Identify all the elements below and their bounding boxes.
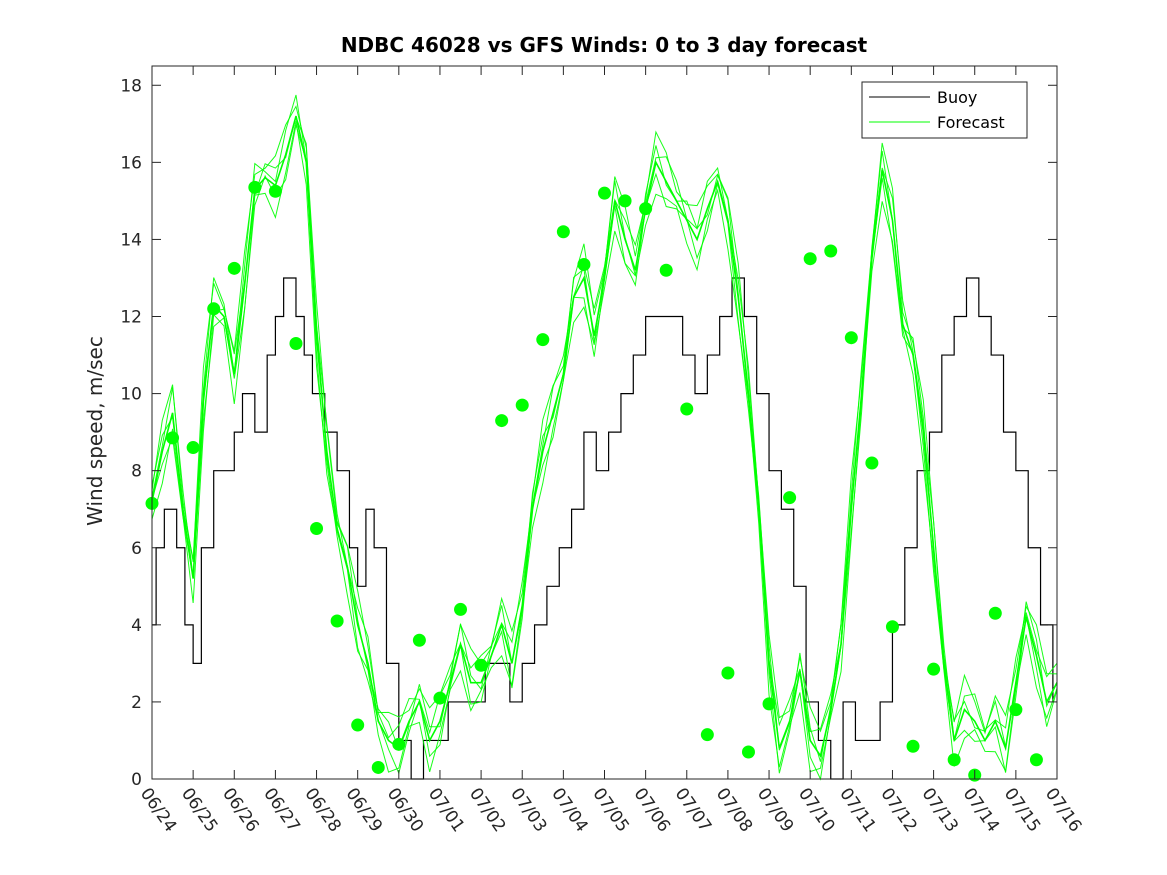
forecast-marker — [330, 614, 344, 628]
x-tick-label: 06/24 — [136, 784, 180, 836]
forecast-marker — [1029, 753, 1043, 767]
forecast-marker — [186, 441, 200, 455]
forecast-marker — [618, 194, 632, 208]
forecast-marker — [885, 620, 899, 634]
forecast-marker — [803, 252, 817, 266]
plot-layer — [145, 94, 1058, 782]
forecast-series-line — [151, 115, 1058, 762]
forecast-marker — [598, 186, 611, 200]
forecast-marker — [433, 691, 447, 705]
x-tick-label: 07/10 — [794, 784, 838, 836]
x-tick-label: 07/14 — [959, 784, 1003, 836]
forecast-marker — [268, 184, 282, 198]
forecast-marker — [824, 244, 838, 258]
x-tick-label: 06/30 — [383, 784, 427, 836]
forecast-marker — [248, 180, 262, 194]
x-tick-label: 07/02 — [465, 784, 509, 836]
forecast-marker — [639, 202, 653, 216]
forecast-marker — [741, 745, 755, 759]
forecast-marker — [166, 431, 180, 445]
x-tick-label: 06/27 — [259, 784, 303, 836]
y-tick-label: 12 — [120, 308, 142, 328]
forecast-marker — [310, 521, 324, 535]
forecast-marker — [454, 602, 468, 616]
forecast-series-line — [151, 121, 1058, 773]
legend-forecast-label: Forecast — [937, 113, 1005, 132]
y-axis: 0 2 4 6 8 10 12 14 16 18 — [120, 76, 1057, 790]
plot-area — [152, 66, 1057, 779]
forecast-marker — [392, 737, 406, 751]
forecast-marker — [371, 760, 385, 774]
x-tick-label: 07/03 — [506, 784, 550, 836]
x-tick-label: 07/06 — [630, 784, 674, 836]
y-tick-label: 8 — [131, 462, 142, 482]
forecast-marker — [412, 633, 426, 647]
y-tick-label: 4 — [131, 616, 142, 636]
legend-box — [861, 81, 1028, 139]
forecast-series-line — [151, 124, 1058, 781]
forecast-marker — [495, 414, 509, 428]
forecast-marker — [680, 402, 694, 416]
forecast-marker — [947, 753, 961, 767]
forecast-marker — [721, 666, 735, 680]
forecast-marker — [207, 302, 221, 316]
x-tick-label: 06/29 — [342, 784, 386, 836]
y-tick-label: 18 — [120, 76, 142, 96]
x-tick-label: 07/07 — [671, 784, 715, 836]
y-tick-label: 14 — [120, 230, 142, 250]
y-tick-label: 16 — [120, 153, 142, 173]
x-tick-label: 07/11 — [835, 784, 879, 836]
forecast-marker — [351, 718, 365, 732]
y-tick-label: 2 — [131, 693, 142, 713]
forecast-marker — [474, 658, 488, 672]
x-tick-label: 07/08 — [712, 784, 756, 836]
y-tick-label: 6 — [131, 539, 142, 559]
forecast-marker — [700, 728, 714, 742]
x-tick-label: 07/04 — [547, 784, 591, 836]
y-tick-label: 0 — [131, 770, 142, 790]
forecast-marker — [536, 333, 550, 347]
y-tick-label: 10 — [120, 385, 142, 405]
buoy-series-line — [152, 277, 1054, 780]
forecast-marker — [577, 257, 591, 271]
x-tick-label: 07/13 — [917, 784, 961, 836]
forecast-marker — [515, 398, 529, 412]
forecast-marker — [783, 491, 797, 505]
x-tick-label: 06/25 — [177, 784, 221, 836]
forecast-marker — [865, 456, 879, 470]
x-tick-label: 07/12 — [876, 784, 920, 836]
x-tick-label: 06/26 — [218, 784, 262, 836]
x-tick-label: 07/09 — [753, 784, 797, 836]
forecast-marker — [289, 336, 303, 350]
x-tick-label: 07/01 — [424, 784, 468, 836]
x-tick-label: 07/15 — [1000, 784, 1044, 836]
x-tick-label: 07/16 — [1041, 784, 1085, 836]
forecast-marker — [556, 225, 570, 239]
chart-title: NDBC 46028 vs GFS Winds: 0 to 3 day fore… — [341, 33, 868, 57]
forecast-marker — [227, 261, 241, 275]
legend-buoy-label: Buoy — [937, 88, 977, 107]
legend: Buoy Forecast — [861, 81, 1028, 139]
forecast-marker — [988, 606, 1002, 620]
forecast-marker — [1009, 703, 1023, 717]
forecast-marker — [844, 331, 858, 345]
forecast-marker — [659, 263, 673, 277]
forecast-marker — [762, 697, 776, 711]
y-axis-label: Wind speed, m/sec — [83, 336, 107, 526]
forecast-marker — [927, 662, 941, 676]
forecast-marker — [906, 739, 920, 753]
x-tick-label: 07/05 — [588, 784, 632, 836]
x-tick-label: 06/28 — [300, 784, 344, 836]
